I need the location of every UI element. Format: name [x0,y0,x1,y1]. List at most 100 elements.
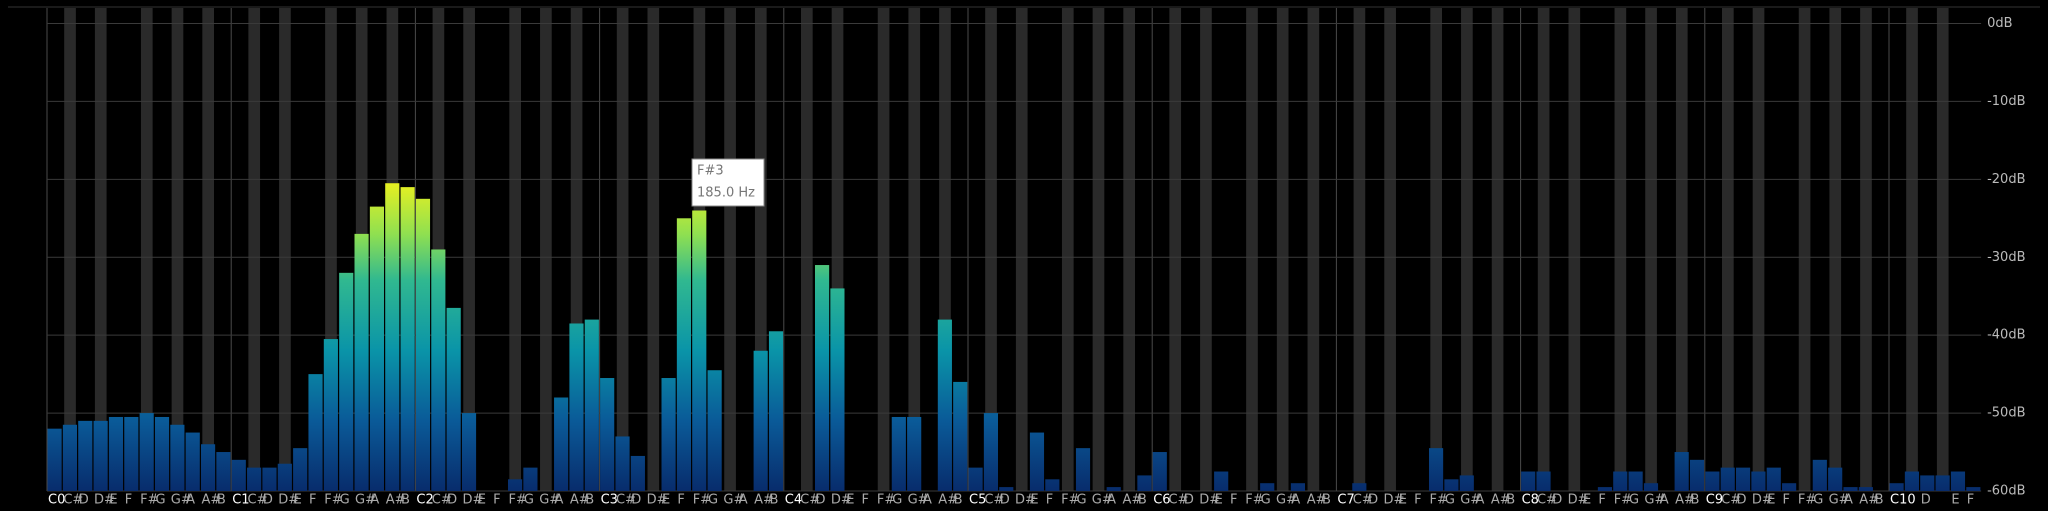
bar [1260,483,1275,491]
black-key-column [1675,8,1688,491]
note-label: D [447,493,457,508]
note-label: C# [800,493,820,508]
bar [676,218,691,491]
bar [907,416,922,491]
note-label: A [1291,493,1300,508]
note-label: G [1445,493,1455,508]
black-key-column [1384,8,1396,491]
bar [968,467,983,491]
note-label: D [631,493,641,508]
note-label: D# [1752,493,1773,508]
note-label: G# [1644,493,1665,508]
bar [154,416,170,491]
note-label: F [1967,493,1974,508]
note-label: F# [1614,493,1632,508]
note-label: C# [432,493,452,508]
bar [1705,471,1720,491]
black-key-column [1092,8,1105,491]
bar [768,331,784,491]
bar [231,459,246,491]
note-label: A# [570,493,590,508]
bar [1935,475,1950,491]
note-label: C4 [785,493,802,508]
note-label: F [1230,493,1237,508]
bar [339,272,354,491]
y-tick-label: -50dB [1987,406,2025,421]
black-key-column [1936,8,1949,491]
bar [554,397,569,491]
bar [569,323,584,491]
black-key-column [202,8,215,491]
note-label: E [846,493,854,508]
note-label: C3 [601,493,618,508]
note-label: B [1138,493,1147,508]
note-label: C# [63,493,83,508]
bar [1106,487,1121,491]
note-label: G# [1460,493,1481,508]
tooltip-box [691,158,765,207]
black-key-column [1829,8,1842,491]
note-label: A [370,493,379,508]
note-label: E [1951,493,1959,508]
bar [400,187,415,491]
bar [62,424,77,491]
note-label: F# [509,493,527,508]
y-tick-label: -10dB [1987,94,2025,109]
bar [201,444,216,491]
note-label: G [1813,493,1823,508]
note-label: C# [1169,493,1189,508]
black-key-column [463,8,475,491]
black-key-column [509,8,522,491]
note-label: A# [1859,493,1879,508]
bar [124,416,139,491]
bar [1444,479,1459,491]
bar [1766,467,1781,491]
y-tick-label: 0dB [1987,16,2012,31]
note-label: D [1737,493,1747,508]
note-label: G# [1092,493,1113,508]
note-label: A [1844,493,1853,508]
bar [1536,471,1551,491]
note-label: B [1875,493,1884,508]
bar [369,206,384,491]
bar [93,420,108,491]
bar [108,416,124,491]
note-label: A# [386,493,406,508]
note-label: E [1399,493,1407,508]
note-label: F# [1061,493,1079,508]
note-label: A# [202,493,222,508]
bar [1812,459,1827,491]
note-label: D [816,493,826,508]
bar [630,455,645,491]
bar [1828,467,1843,491]
note-label: D# [1568,493,1589,508]
bar [431,249,446,491]
y-tick-label: -60dB [1987,484,2025,499]
bar [1966,487,1981,491]
note-label: C10 [1890,493,1916,508]
note-label: C8 [1522,493,1539,508]
bar [1214,471,1229,491]
note-label: E [109,493,117,508]
note-label: C1 [232,493,249,508]
bar [707,370,722,491]
bar [277,463,292,491]
note-label: F [1598,493,1605,508]
black-key-column [616,8,629,491]
note-label: G# [723,493,744,508]
black-key-column [1200,8,1212,491]
note-label: F [677,493,684,508]
black-key-column [1461,8,1473,491]
bar [1950,471,1966,491]
black-key-column [1430,8,1443,491]
note-label: A# [754,493,774,508]
note-label: E [1767,493,1775,508]
note-label: A [923,493,932,508]
note-label: E [294,493,302,508]
bar [983,413,998,491]
note-label: G [524,493,534,508]
bar [247,467,262,491]
bar [1152,452,1167,491]
note-label: F [1414,493,1421,508]
bar [216,452,231,491]
